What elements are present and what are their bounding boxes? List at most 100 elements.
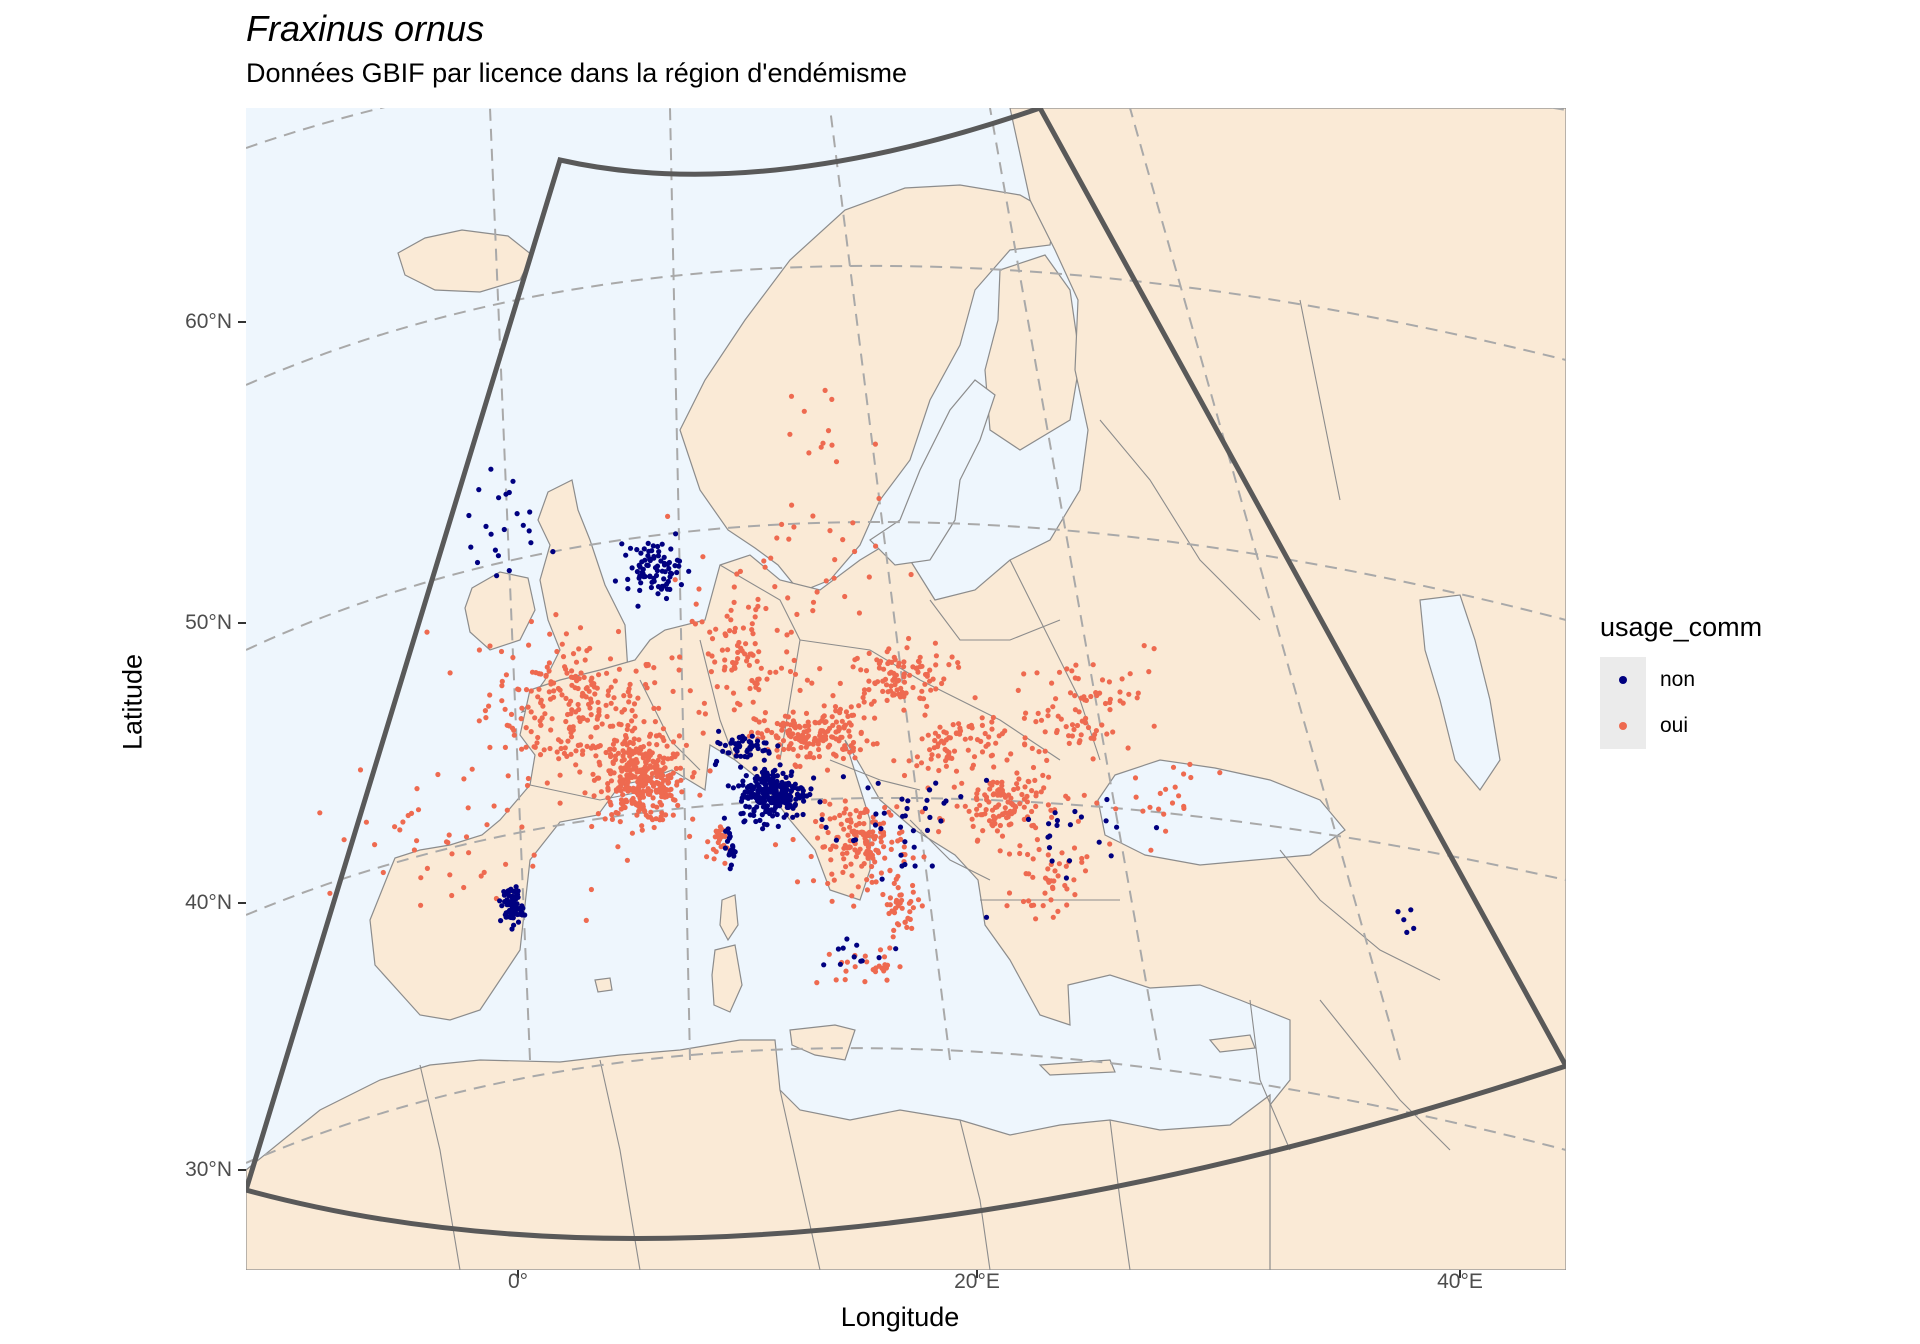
occurrence-point-oui (607, 656, 614, 662)
occurrence-point-oui (943, 763, 950, 769)
occurrence-point-oui (954, 803, 960, 809)
occurrence-point-oui (746, 662, 753, 668)
occurrence-point-non (506, 901, 512, 907)
occurrence-point-oui (615, 628, 622, 635)
occurrence-point-oui (787, 431, 793, 437)
occurrence-point-non (655, 553, 662, 559)
occurrence-point-non (625, 586, 631, 592)
occurrence-point-oui (573, 748, 579, 754)
occurrence-point-non (798, 785, 804, 791)
occurrence-point-non (760, 826, 766, 832)
occurrence-point-oui (861, 699, 867, 705)
occurrence-point-oui (936, 767, 942, 774)
occurrence-point-oui (979, 715, 985, 721)
occurrence-point-oui (887, 945, 893, 951)
legend-dot-non (1619, 676, 1627, 684)
occurrence-point-oui (888, 669, 894, 675)
occurrence-point-oui (822, 844, 828, 850)
occurrence-point-oui (634, 768, 640, 775)
occurrence-point-oui (982, 730, 988, 737)
occurrence-point-oui (864, 887, 871, 893)
occurrence-point-non (667, 586, 673, 593)
occurrence-point-oui (392, 824, 398, 830)
occurrence-point-oui (1072, 693, 1078, 699)
occurrence-point-non (655, 543, 661, 550)
occurrence-point-oui (1176, 793, 1182, 799)
occurrence-point-oui (869, 879, 875, 885)
occurrence-point-oui (624, 857, 631, 863)
occurrence-point-non (729, 850, 735, 856)
occurrence-point-non (800, 811, 806, 818)
occurrence-point-oui (647, 731, 654, 737)
occurrence-point-oui (569, 707, 575, 713)
occurrence-point-non (808, 786, 814, 792)
legend-item-oui: oui (1600, 703, 1762, 749)
occurrence-point-oui (619, 780, 625, 787)
occurrence-point-oui (499, 683, 505, 689)
occurrence-point-oui (435, 771, 441, 778)
occurrence-point-non (638, 580, 644, 586)
occurrence-point-oui (737, 568, 744, 575)
occurrence-point-oui (787, 668, 794, 675)
occurrence-point-oui (910, 889, 916, 895)
occurrence-point-oui (724, 684, 730, 690)
occurrence-point-oui (1045, 802, 1051, 808)
occurrence-point-oui (833, 708, 839, 714)
occurrence-point-oui (1072, 707, 1078, 713)
occurrence-point-oui (840, 851, 846, 857)
occurrence-point-oui (547, 745, 553, 752)
occurrence-point-oui (937, 724, 943, 730)
occurrence-point-oui (847, 733, 853, 739)
occurrence-point-non (893, 946, 899, 952)
occurrence-point-oui (622, 804, 628, 811)
occurrence-point-oui (884, 962, 891, 968)
occurrence-point-oui (554, 648, 560, 655)
occurrence-point-oui (1062, 882, 1068, 889)
occurrence-point-oui (943, 730, 949, 736)
occurrence-point-oui (942, 746, 948, 753)
occurrence-point-oui (1036, 749, 1042, 755)
occurrence-point-non (859, 958, 865, 964)
occurrence-point-oui (901, 674, 907, 680)
occurrence-point-oui (888, 812, 894, 818)
occurrence-point-non (1046, 845, 1053, 851)
occurrence-point-oui (812, 735, 818, 741)
occurrence-point-oui (722, 860, 728, 866)
occurrence-point-oui (919, 663, 925, 669)
occurrence-point-oui (692, 621, 699, 627)
occurrence-point-non (661, 576, 667, 582)
occurrence-point-oui (842, 593, 848, 600)
occurrence-point-non (873, 811, 879, 817)
occurrence-point-oui (1021, 804, 1027, 810)
occurrence-point-oui (810, 608, 816, 614)
occurrence-point-oui (914, 754, 921, 760)
occurrence-point-oui (904, 924, 910, 931)
occurrence-point-non (492, 547, 498, 553)
occurrence-point-oui (855, 884, 861, 890)
occurrence-point-oui (664, 743, 670, 749)
occurrence-point-oui (608, 778, 615, 784)
occurrence-point-oui (994, 804, 1000, 810)
occurrence-point-oui (876, 665, 883, 671)
occurrence-point-oui (1079, 718, 1085, 724)
occurrence-point-oui (899, 905, 905, 911)
occurrence-point-oui (996, 787, 1003, 794)
occurrence-point-non (483, 523, 489, 530)
occurrence-point-oui (717, 824, 724, 830)
occurrence-point-oui (608, 684, 614, 690)
axis-ticks (238, 321, 1461, 1278)
occurrence-point-oui (808, 853, 814, 860)
occurrence-point-oui (1040, 772, 1046, 779)
occurrence-point-oui (1119, 676, 1125, 682)
occurrence-point-oui (1008, 751, 1014, 757)
occurrence-point-oui (885, 660, 891, 667)
occurrence-point-oui (1069, 722, 1076, 728)
occurrence-point-oui (1028, 902, 1035, 909)
occurrence-point-oui (587, 645, 593, 652)
occurrence-point-oui (1079, 859, 1085, 865)
occurrence-point-oui (544, 664, 550, 670)
occurrence-point-non (865, 785, 871, 791)
occurrence-point-oui (735, 649, 741, 656)
occurrence-point-oui (631, 736, 637, 742)
occurrence-point-oui (535, 694, 541, 700)
